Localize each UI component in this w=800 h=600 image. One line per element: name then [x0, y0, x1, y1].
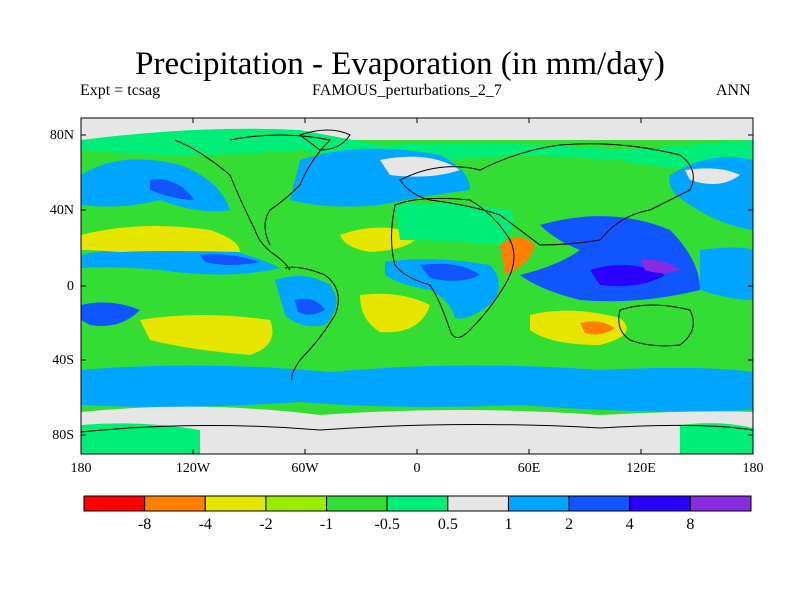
lat-label-40s: 40S: [52, 353, 74, 368]
pacific-itcz: [81, 246, 280, 275]
colorbar: [83, 495, 752, 512]
dataset-label: FAMOUS_perturbations_2_7: [312, 82, 502, 99]
colorbar-swatch: [326, 495, 388, 512]
north-america-east-coast: [229, 134, 332, 246]
colorbar-swatch: [568, 495, 631, 512]
greenland-coast: [298, 129, 351, 151]
greenland-sea-patch: [380, 156, 460, 177]
colorbar-label: -1: [319, 516, 334, 533]
coastlines: [81, 129, 753, 433]
colorbar-label: -0.5: [374, 516, 400, 533]
lon-label-180w: 180: [70, 461, 92, 476]
se-pacific-dry-zone: [140, 315, 273, 355]
eurasia-coast: [399, 143, 694, 246]
axis-ticks: [80, 118, 754, 454]
western-pacific-band: [700, 247, 753, 300]
amazon-core: [295, 298, 325, 315]
period-label: ANN: [716, 82, 751, 99]
colorbar-swatch: [204, 495, 267, 512]
congo-core: [420, 263, 480, 281]
sahara-region: [395, 203, 514, 245]
colorbar-swatch: [83, 495, 146, 512]
colorbar-swatch: [507, 495, 570, 512]
arctic-margin: [81, 128, 753, 168]
okhotsk-dry-patch: [685, 168, 740, 184]
colorbar-label: -4: [198, 516, 212, 533]
precipitation-field: [81, 118, 753, 454]
lon-label-60w: 60W: [291, 461, 319, 476]
lon-label-0: 0: [413, 461, 421, 476]
colorbar-swatch: [689, 495, 752, 512]
colorbar-label: 0.5: [437, 516, 458, 533]
colorbar-label: 1: [504, 516, 513, 533]
lon-label-60e: 60E: [517, 461, 541, 476]
lat-label-80n: 80N: [49, 128, 74, 143]
colorbar-swatch: [265, 495, 328, 512]
western-australia-peak: [580, 321, 615, 335]
antarctic-margin-east: [680, 423, 753, 454]
ne-pacific-dry-zone: [81, 226, 240, 252]
south-indian-subtropics: [530, 310, 627, 345]
colorbar-label: 2: [565, 516, 574, 533]
lon-label-120w: 120W: [175, 461, 211, 476]
southern-ocean-band: [81, 365, 753, 412]
maritime-continent: [520, 216, 700, 302]
south-america-coast: [284, 266, 339, 381]
arabian-sea-peak: [500, 237, 535, 275]
colorbar-label: -8: [137, 516, 152, 533]
north-pacific-core: [150, 179, 195, 200]
lat-label-80s: 80S: [52, 428, 74, 443]
australia-coast: [618, 304, 694, 347]
colorbar-label: 8: [686, 516, 695, 533]
warm-pool-peak: [640, 259, 680, 273]
chart-title: Precipitation - Evaporation (in mm/day): [135, 46, 665, 82]
lon-label-120e: 120E: [626, 461, 656, 476]
colorbar-swatch: [386, 495, 449, 512]
experiment-label: Expt = tcsag: [80, 82, 161, 99]
colorbar-label: 4: [625, 516, 634, 533]
east-pacific-itcz-core: [200, 254, 260, 265]
antarctica-region: [81, 406, 753, 454]
lat-label-eq: 0: [67, 279, 74, 294]
colorbar-label: -2: [259, 516, 273, 533]
south-pacific-convergence: [81, 302, 140, 326]
lon-label-180e: 180: [742, 461, 764, 476]
colorbar-swatch: [629, 495, 691, 512]
antarctic-margin-west: [81, 423, 200, 454]
africa-coast: [391, 197, 515, 338]
south-atlantic-subtropics: [360, 293, 430, 333]
antarctica-coast: [81, 423, 753, 433]
colorbar-swatch: [447, 495, 509, 512]
colorbar-swatch: [144, 495, 206, 512]
north-america-west-coast: [174, 139, 291, 271]
lat-label-40n: 40N: [49, 203, 74, 218]
